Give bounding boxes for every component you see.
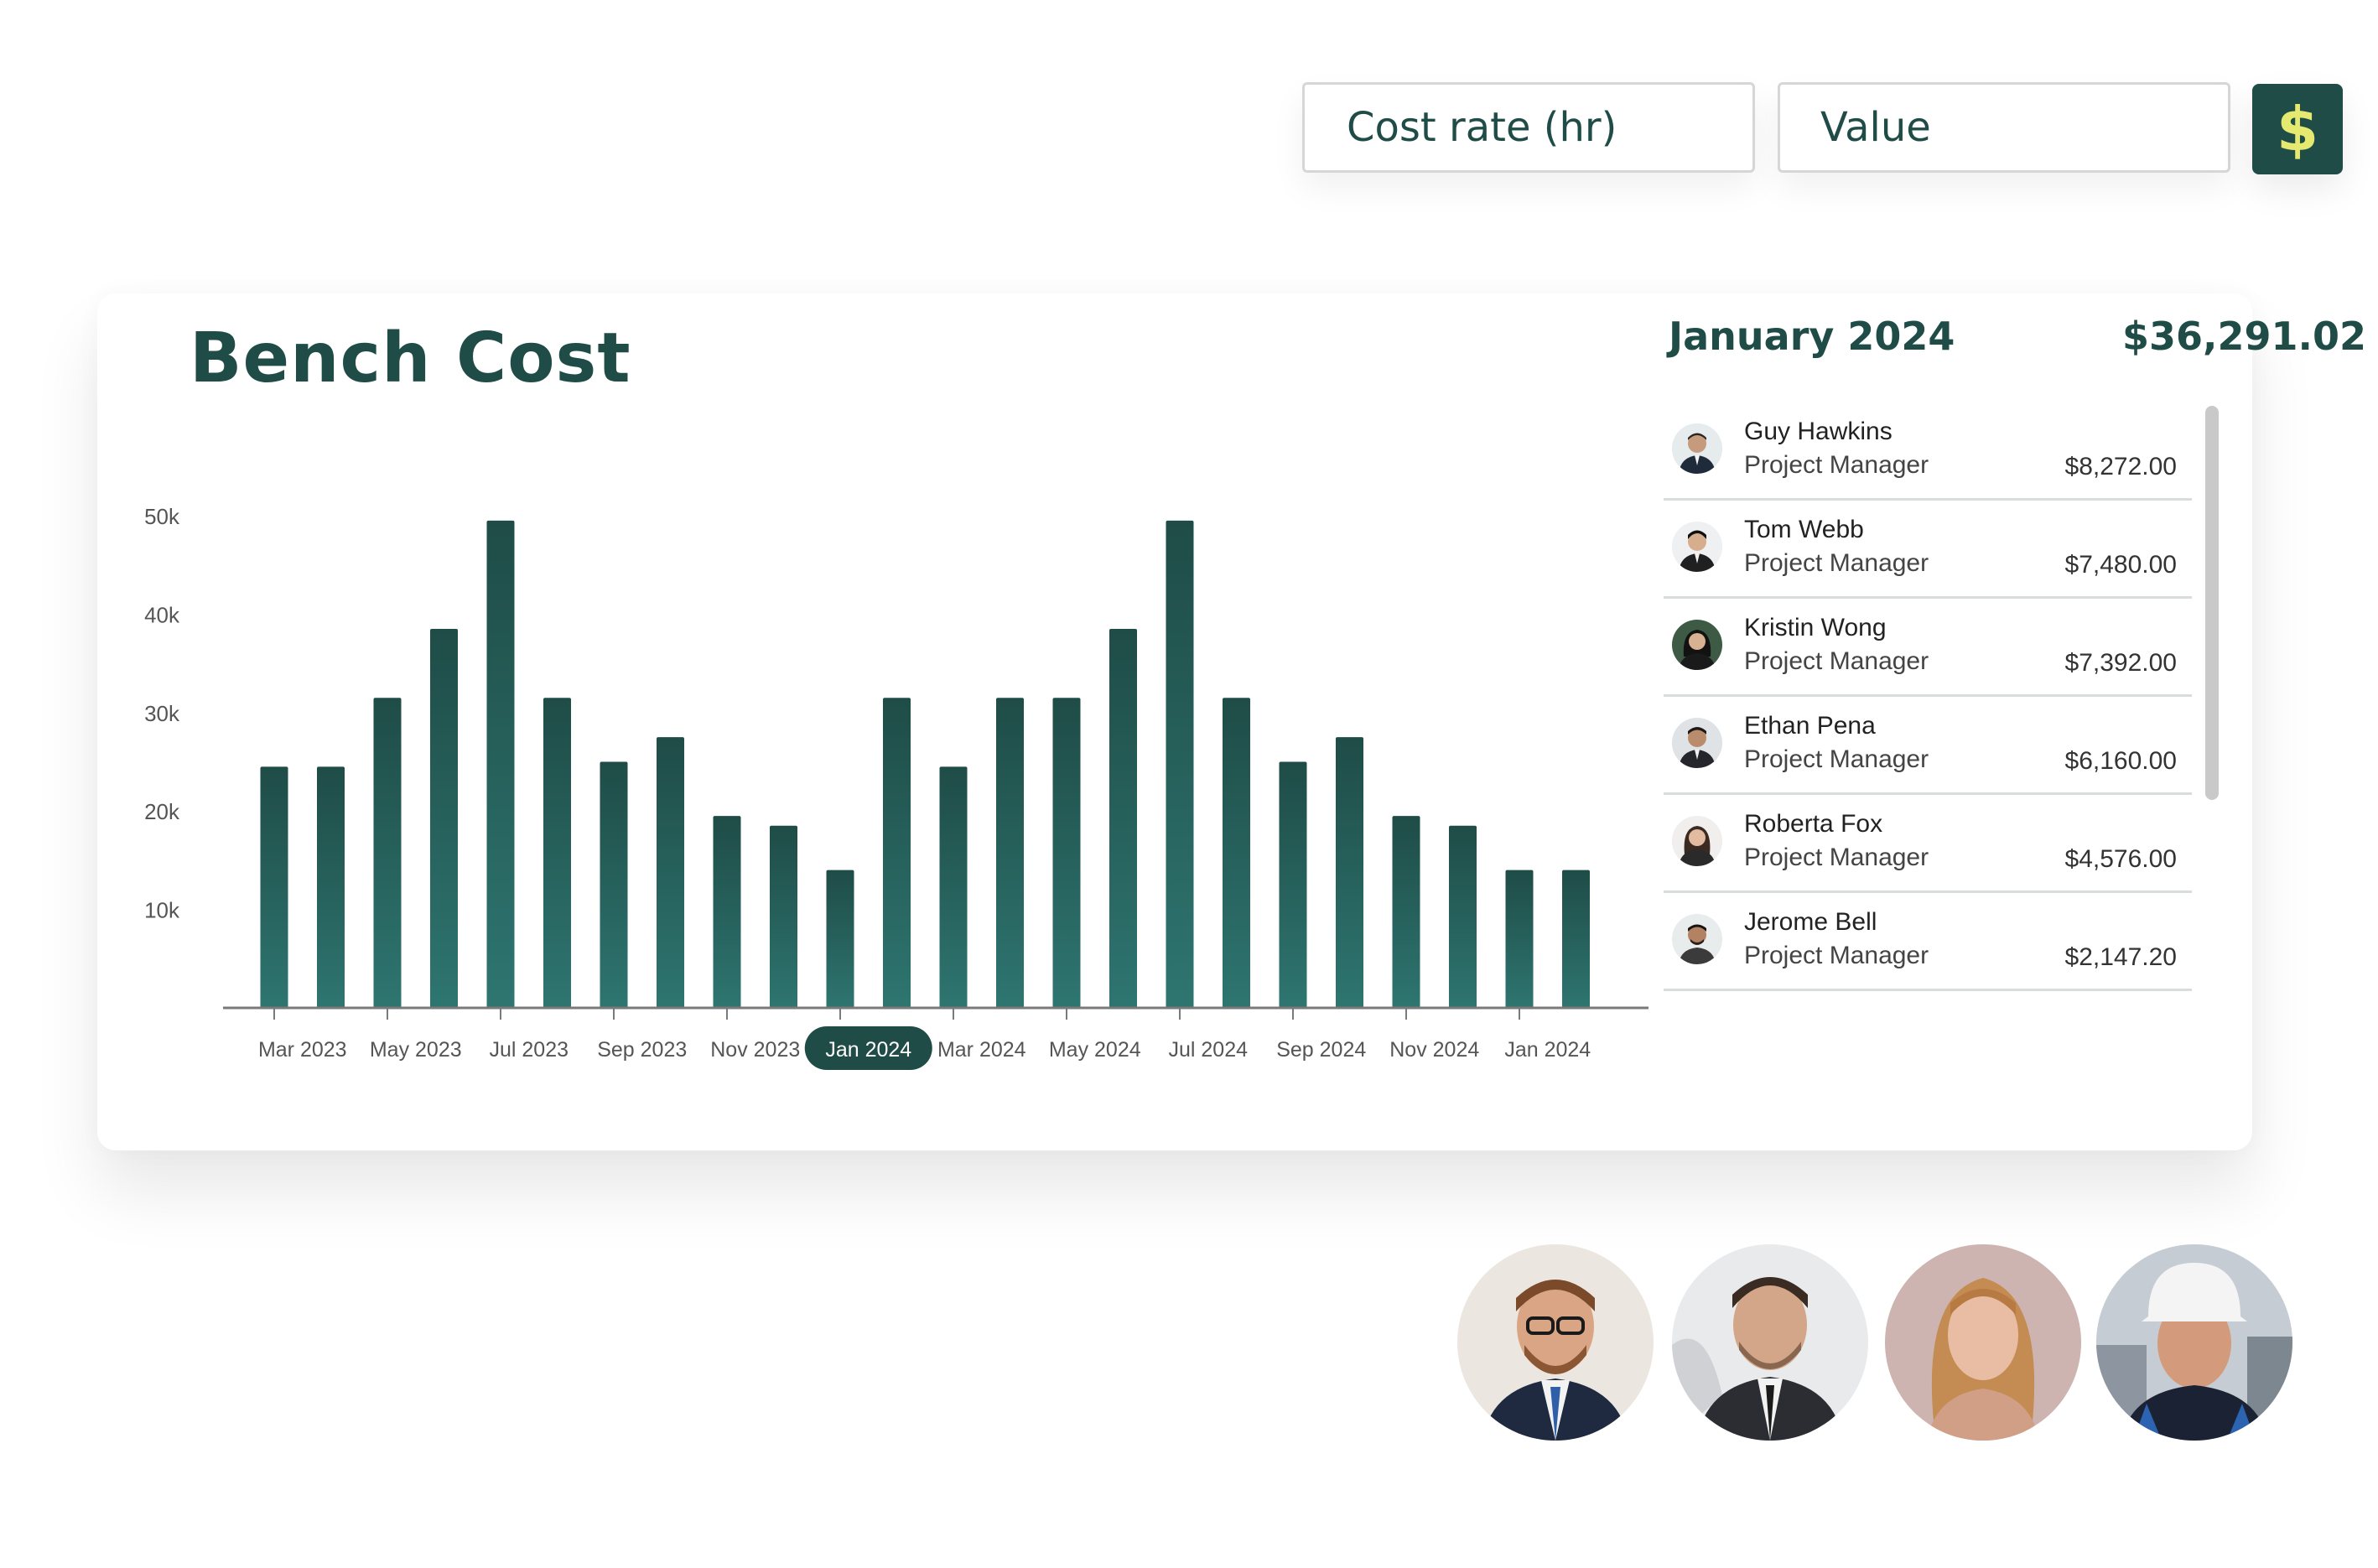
bench-cost-card: Bench Cost 10k 20k 30k 40k 50k Mar 2023 May 2… — [97, 293, 2366, 1150]
person-cost: $7,480.00 — [2064, 551, 2177, 579]
team-photo-3 — [1885, 1244, 2081, 1441]
person-name: Guy Hawkins — [1744, 418, 1893, 445]
bar[interactable] — [770, 825, 797, 1008]
bar[interactable] — [1052, 698, 1081, 1008]
value-select-value: Value — [1820, 104, 1931, 151]
people-list-scrollbar[interactable] — [2205, 406, 2219, 1001]
avatar — [1672, 816, 1722, 866]
bar[interactable] — [317, 766, 345, 1008]
people-list: Guy Hawkins Project Manager $8,272.00 To… — [1664, 402, 2192, 991]
x-tick-label[interactable]: Nov 2023 — [710, 1038, 800, 1062]
dollar-icon: $ — [2276, 94, 2319, 164]
x-tick-label[interactable]: May 2023 — [370, 1038, 462, 1062]
avatar — [1672, 423, 1722, 474]
bar[interactable] — [826, 870, 854, 1008]
bar[interactable] — [1166, 520, 1194, 1008]
bar[interactable] — [1449, 825, 1477, 1008]
person-role: Project Manager — [1744, 451, 1929, 479]
bar[interactable] — [996, 698, 1024, 1008]
value-select[interactable]: Value — [1778, 82, 2230, 173]
y-axis: 10k 20k 30k 40k 50k — [144, 504, 180, 923]
person-name: Roberta Fox — [1744, 810, 1883, 838]
y-tick-label: 40k — [144, 602, 180, 627]
y-tick-label: 30k — [144, 701, 180, 726]
person-cost: $7,392.00 — [2064, 649, 2177, 677]
y-tick-label: 50k — [144, 504, 180, 529]
chart-title: Bench Cost — [190, 319, 631, 398]
x-tick-label[interactable]: May 2024 — [1049, 1038, 1141, 1062]
person-name: Tom Webb — [1744, 516, 1864, 543]
x-tick-label[interactable]: Sep 2023 — [597, 1038, 687, 1062]
team-photo-4 — [2096, 1244, 2292, 1441]
bar[interactable] — [657, 737, 684, 1008]
summary-total: $36,291.02 — [2122, 314, 2367, 359]
x-axis: Mar 2023 May 2023 Jul 2023 Sep 2023 Nov 2023… — [223, 1006, 1649, 1070]
avatar — [1672, 914, 1722, 964]
bar[interactable] — [1109, 629, 1137, 1008]
avatar — [1672, 522, 1722, 572]
list-item[interactable]: Kristin Wong Project Manager $7,392.00 — [1664, 599, 2192, 697]
summary-month: January 2024 — [1669, 314, 1955, 359]
summary-header: January 2024 $36,291.02 — [1669, 314, 2366, 372]
person-cost: $4,576.00 — [2064, 845, 2177, 873]
list-item[interactable]: Tom Webb Project Manager $7,480.00 — [1664, 501, 2192, 599]
metric-select-value: Cost rate (hr) — [1347, 104, 1617, 151]
bar[interactable] — [1336, 737, 1363, 1008]
list-item[interactable]: Roberta Fox Project Manager $4,576.00 — [1664, 795, 2192, 893]
bar[interactable] — [883, 698, 911, 1008]
y-tick-label: 10k — [144, 898, 180, 923]
bar[interactable] — [1392, 816, 1420, 1008]
person-name: Kristin Wong — [1744, 614, 1887, 641]
bar-series — [260, 520, 1590, 1009]
x-tick-label[interactable]: Sep 2024 — [1276, 1038, 1366, 1062]
person-role: Project Manager — [1744, 549, 1929, 577]
scrollbar-thumb[interactable] — [2205, 406, 2219, 800]
person-cost: $2,147.20 — [2064, 943, 2177, 971]
bar[interactable] — [600, 761, 628, 1009]
bar[interactable] — [430, 629, 458, 1008]
person-role: Project Manager — [1744, 844, 1929, 871]
avatar — [1672, 718, 1722, 768]
avatar — [1672, 620, 1722, 670]
list-item[interactable]: Guy Hawkins Project Manager $8,272.00 — [1664, 402, 2192, 501]
x-tick-label[interactable]: Jan 2024 — [825, 1038, 911, 1062]
person-cost: $8,272.00 — [2064, 453, 2177, 480]
list-item[interactable]: Jerome Bell Project Manager $2,147.20 — [1664, 893, 2192, 991]
metric-select[interactable]: Cost rate (hr) — [1302, 82, 1755, 173]
bar[interactable] — [939, 766, 968, 1008]
bar[interactable] — [1562, 870, 1590, 1008]
x-tick-label[interactable]: Jul 2024 — [1168, 1038, 1248, 1062]
bench-cost-chart: 10k 20k 30k 40k 50k Mar 2023 May 2023 Jul 2023… — [144, 504, 1649, 1070]
bar[interactable] — [1223, 698, 1250, 1008]
team-photo-2 — [1672, 1244, 1868, 1441]
person-name: Jerome Bell — [1744, 908, 1877, 936]
bar[interactable] — [1505, 870, 1534, 1008]
person-role: Project Manager — [1744, 942, 1929, 969]
bar[interactable] — [373, 698, 402, 1008]
filter-toolbar: Cost rate (hr) Value $ — [0, 0, 2378, 218]
selected-month-pill[interactable] — [804, 1026, 932, 1070]
team-photo-1 — [1457, 1244, 1654, 1441]
bar[interactable] — [1279, 761, 1307, 1009]
person-cost: $6,160.00 — [2064, 747, 2177, 775]
currency-button[interactable]: $ — [2252, 84, 2343, 174]
x-tick-label[interactable]: Jul 2023 — [489, 1038, 569, 1062]
x-tick-label[interactable]: Mar 2024 — [937, 1038, 1026, 1062]
x-tick-label[interactable]: Nov 2024 — [1389, 1038, 1479, 1062]
bar[interactable] — [260, 766, 288, 1008]
y-tick-label: 20k — [144, 799, 180, 824]
bar[interactable] — [486, 520, 515, 1008]
person-role: Project Manager — [1744, 647, 1929, 675]
x-tick-label[interactable]: Jan 2024 — [1504, 1038, 1591, 1062]
x-tick-label[interactable]: Mar 2023 — [258, 1038, 347, 1062]
bar[interactable] — [543, 698, 571, 1008]
list-item[interactable]: Ethan Pena Project Manager $6,160.00 — [1664, 697, 2192, 795]
person-role: Project Manager — [1744, 745, 1929, 773]
person-name: Ethan Pena — [1744, 712, 1876, 740]
bar[interactable] — [713, 816, 741, 1008]
